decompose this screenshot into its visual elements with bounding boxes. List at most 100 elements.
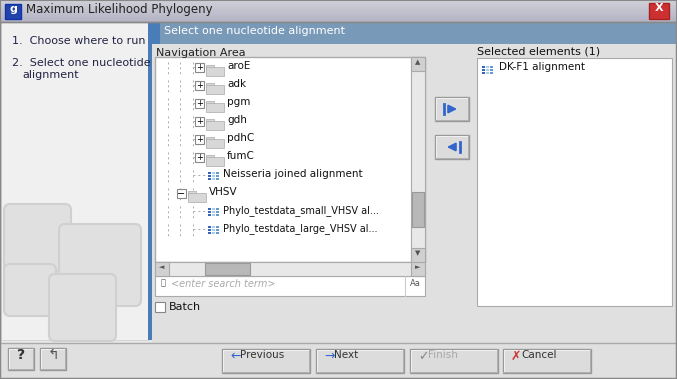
- Bar: [436, 136, 437, 159]
- Bar: [152, 22, 160, 44]
- Bar: [216, 226, 219, 228]
- Bar: [309, 349, 310, 373]
- Text: Batch: Batch: [169, 302, 201, 312]
- Bar: [155, 262, 425, 276]
- Text: ▲: ▲: [415, 59, 420, 65]
- Bar: [212, 232, 215, 234]
- Bar: [206, 155, 214, 159]
- Bar: [216, 208, 219, 210]
- Bar: [0, 20, 677, 21]
- Bar: [216, 175, 219, 177]
- Bar: [206, 121, 224, 130]
- Bar: [208, 172, 211, 174]
- Text: Previous: Previous: [240, 350, 284, 360]
- Bar: [436, 98, 437, 121]
- Bar: [9, 349, 10, 370]
- Bar: [0, 0, 677, 1]
- Bar: [222, 372, 310, 373]
- Text: Maximum Likelihood Phylogeny: Maximum Likelihood Phylogeny: [26, 3, 213, 16]
- Bar: [206, 137, 214, 141]
- Text: X: X: [655, 3, 663, 13]
- FancyBboxPatch shape: [49, 274, 116, 341]
- Bar: [8, 348, 34, 370]
- Text: ←: ←: [230, 350, 240, 363]
- Bar: [503, 372, 591, 373]
- Bar: [41, 349, 66, 350]
- Bar: [152, 22, 676, 343]
- Bar: [504, 350, 591, 351]
- Bar: [590, 349, 591, 373]
- Bar: [155, 276, 425, 296]
- Text: 1.  Choose where to run: 1. Choose where to run: [12, 36, 146, 46]
- Bar: [208, 211, 211, 213]
- Bar: [195, 117, 204, 126]
- Text: 🔍: 🔍: [161, 278, 166, 287]
- Text: ►: ►: [415, 264, 420, 270]
- Text: ✗: ✗: [511, 350, 521, 363]
- Bar: [155, 262, 169, 276]
- Bar: [206, 65, 214, 69]
- Text: +: +: [196, 81, 203, 90]
- Bar: [497, 349, 498, 373]
- Bar: [0, 15, 677, 16]
- Bar: [490, 69, 493, 71]
- Bar: [486, 69, 489, 71]
- Bar: [205, 263, 250, 275]
- Bar: [212, 208, 215, 210]
- FancyBboxPatch shape: [4, 204, 71, 271]
- Bar: [317, 350, 404, 351]
- Bar: [1, 22, 149, 340]
- Bar: [212, 178, 215, 180]
- Bar: [9, 349, 34, 350]
- Bar: [403, 349, 404, 373]
- Bar: [468, 135, 469, 159]
- Bar: [212, 172, 215, 174]
- Bar: [316, 372, 404, 373]
- Bar: [195, 99, 204, 108]
- Text: VHSV: VHSV: [209, 187, 238, 197]
- Bar: [40, 369, 66, 370]
- Bar: [152, 22, 676, 44]
- Text: DK-F1 alignment: DK-F1 alignment: [499, 62, 585, 72]
- Bar: [212, 175, 215, 177]
- Bar: [208, 175, 211, 177]
- Bar: [208, 229, 211, 231]
- Bar: [410, 349, 498, 373]
- Bar: [195, 153, 204, 162]
- Bar: [0, 17, 677, 18]
- Text: Navigation Area: Navigation Area: [156, 48, 246, 58]
- Bar: [65, 348, 66, 370]
- Text: Select one nucleotide alignment: Select one nucleotide alignment: [164, 26, 345, 36]
- Bar: [216, 211, 219, 213]
- Bar: [504, 350, 505, 373]
- Bar: [206, 103, 224, 112]
- Bar: [0, 5, 677, 6]
- Bar: [208, 232, 211, 234]
- FancyBboxPatch shape: [59, 224, 141, 306]
- Bar: [482, 66, 485, 68]
- Bar: [40, 348, 66, 370]
- Bar: [208, 214, 211, 216]
- Bar: [435, 120, 469, 121]
- Bar: [0, 9, 677, 10]
- Bar: [412, 192, 424, 227]
- Bar: [195, 63, 204, 72]
- Bar: [8, 369, 34, 370]
- Bar: [411, 248, 425, 262]
- Bar: [216, 178, 219, 180]
- Bar: [649, 3, 669, 19]
- Text: pdhC: pdhC: [227, 133, 255, 143]
- Bar: [435, 135, 469, 159]
- Text: ↰: ↰: [47, 348, 59, 362]
- Bar: [0, 21, 677, 22]
- Bar: [0, 1, 677, 2]
- Bar: [490, 66, 493, 68]
- Bar: [468, 97, 469, 121]
- Bar: [195, 135, 204, 144]
- Bar: [206, 101, 214, 105]
- Bar: [410, 372, 498, 373]
- Bar: [41, 349, 42, 370]
- Bar: [216, 214, 219, 216]
- Text: pgm: pgm: [227, 97, 250, 107]
- Bar: [212, 211, 215, 213]
